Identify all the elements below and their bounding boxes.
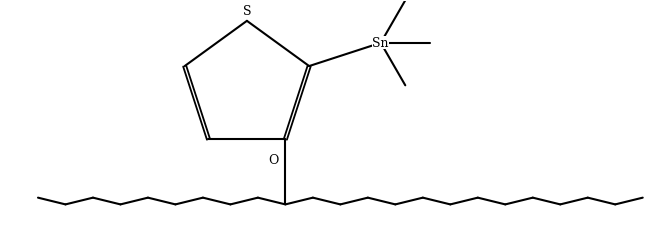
Text: Sn: Sn: [373, 37, 389, 50]
Text: O: O: [268, 153, 279, 166]
Text: S: S: [242, 5, 251, 18]
